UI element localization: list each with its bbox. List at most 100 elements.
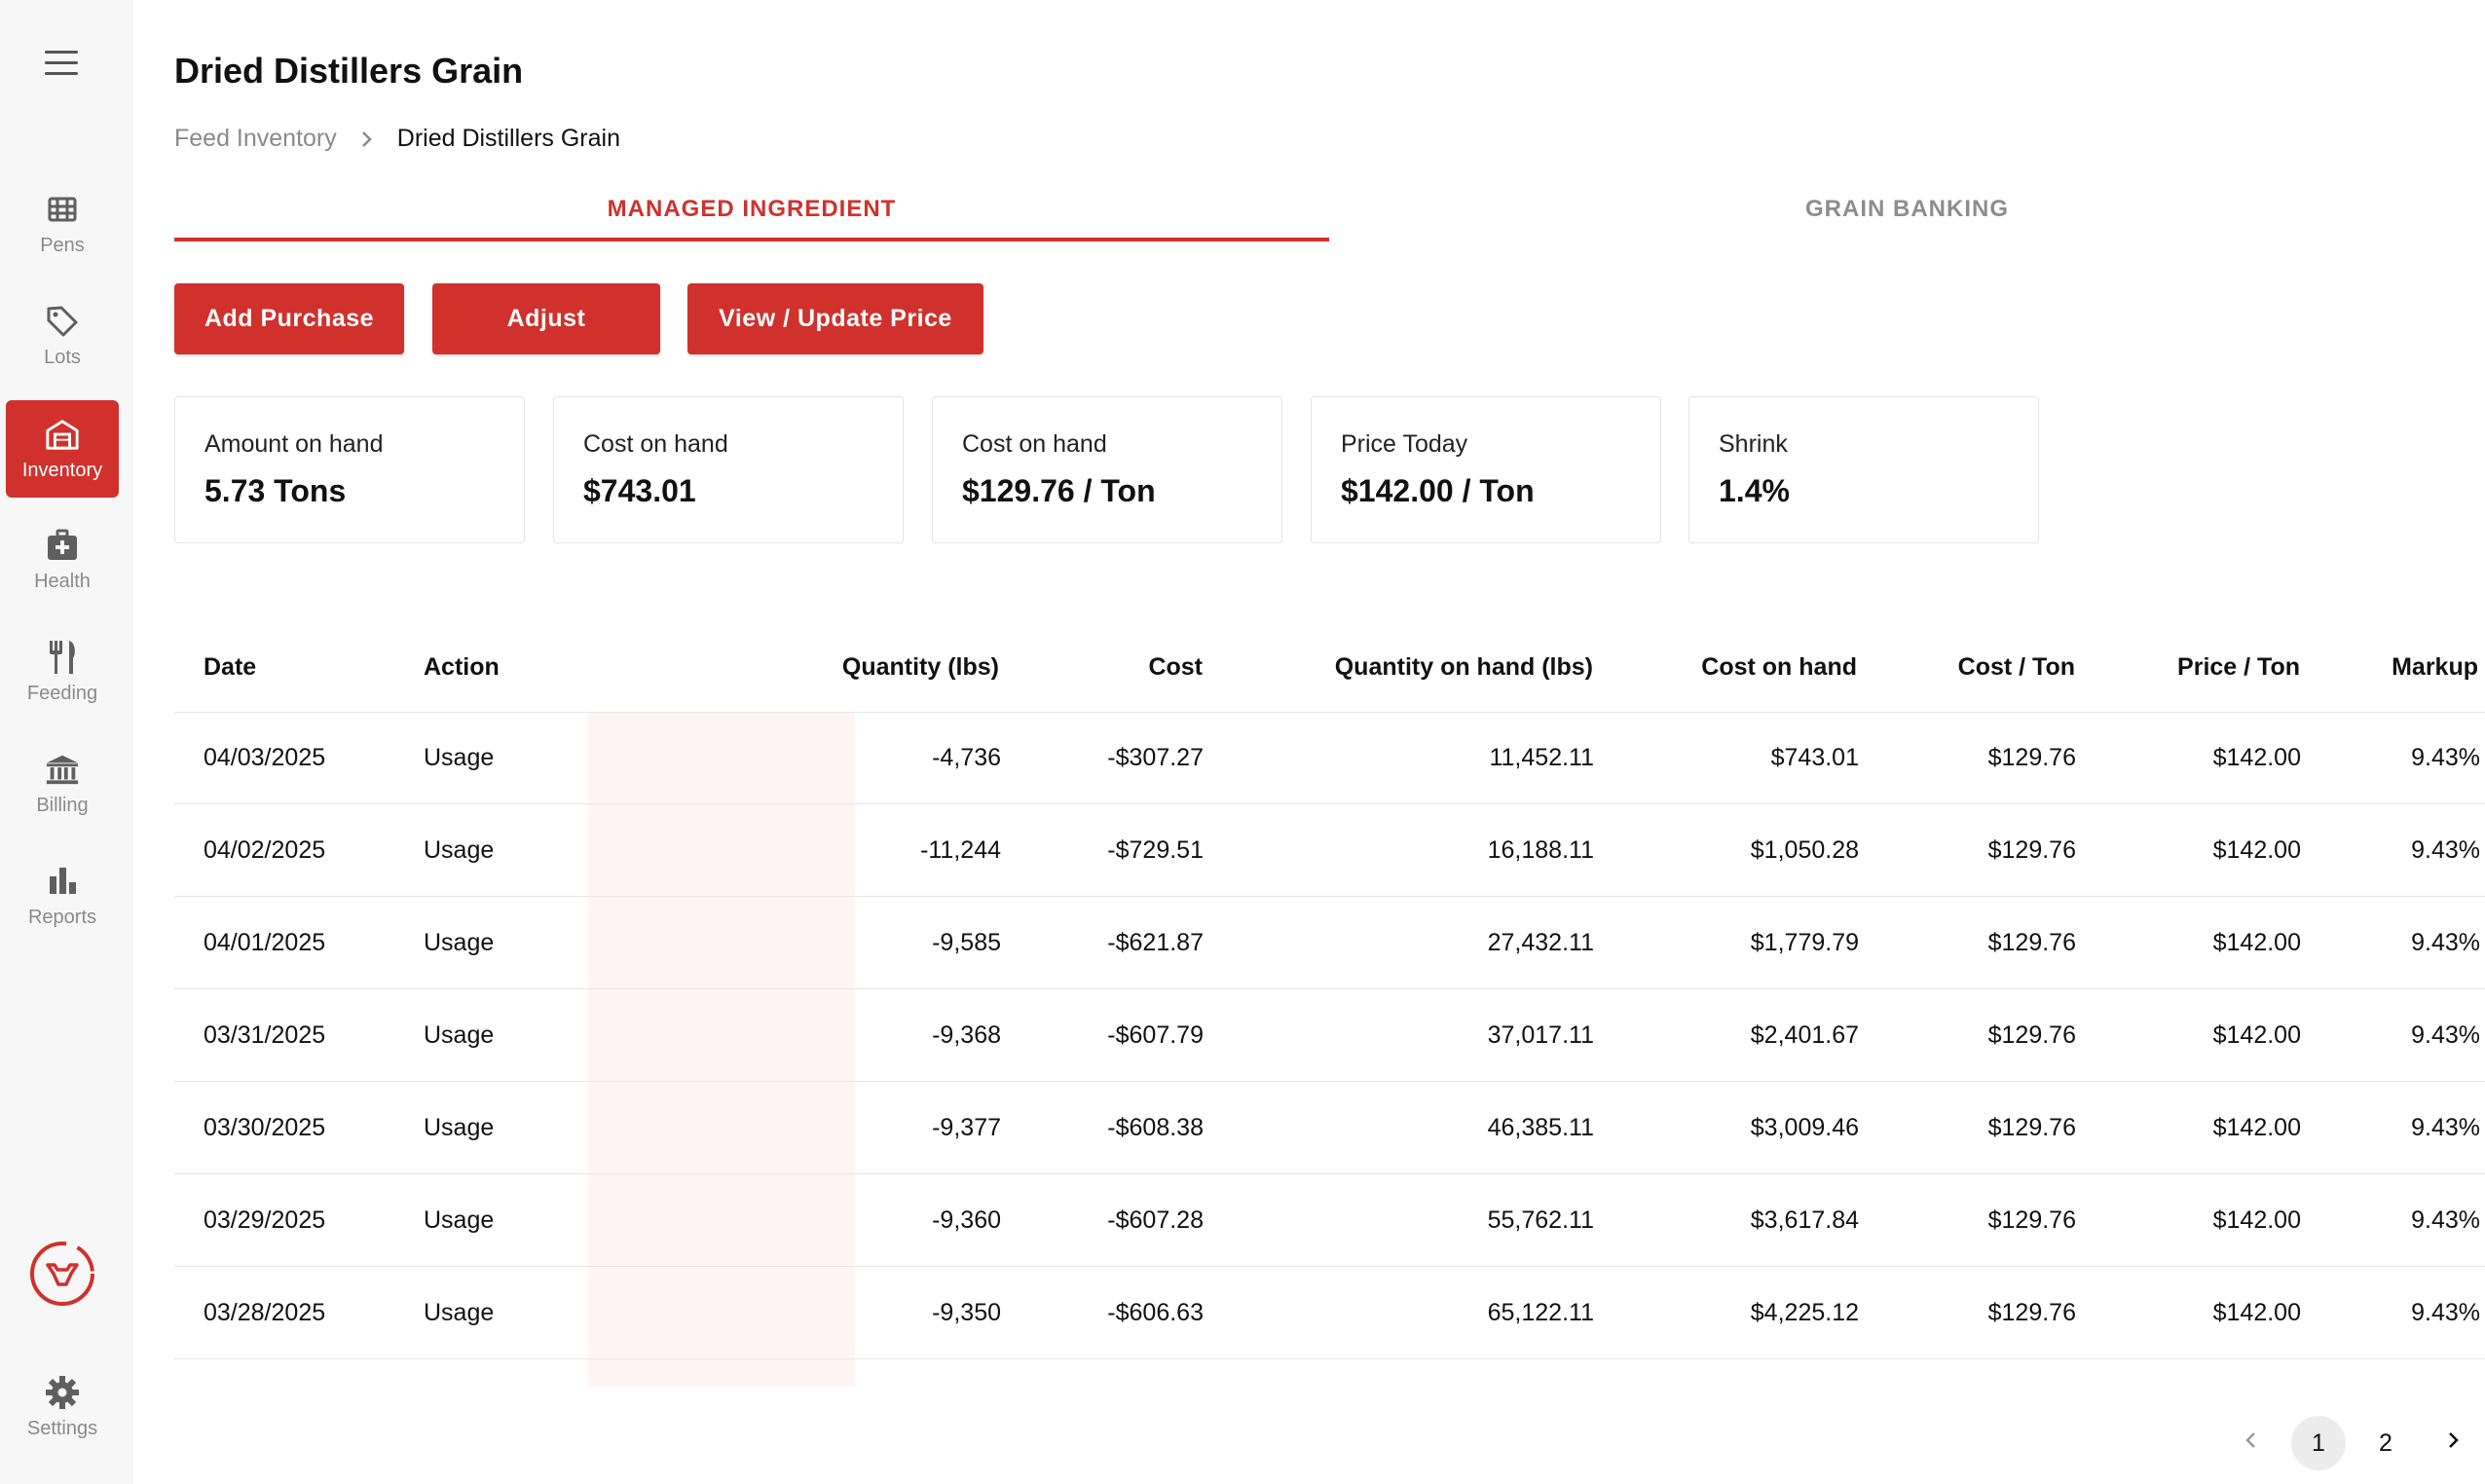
stat-label: Amount on hand <box>204 430 384 458</box>
cell-cost-on-hand: $2,401.67 <box>1750 1021 1859 1049</box>
cell-date: 03/29/2025 <box>204 1206 326 1234</box>
cell-price-per-ton: $142.00 <box>2212 929 2301 956</box>
table-row[interactable]: 04/02/2025 Usage -11,244 -$729.51 16,188.11 $… <box>174 805 2485 897</box>
stat-card-amount-on-hand: Amount on hand 5.73 Tons <box>174 396 525 543</box>
cell-action: Usage <box>424 836 495 864</box>
cell-markup: 9.43% <box>2411 1299 2480 1326</box>
stat-value: 5.73 Tons <box>204 473 347 508</box>
cell-cost-on-hand: $1,779.79 <box>1750 929 1859 956</box>
cell-cost-on-hand: $3,617.84 <box>1750 1206 1859 1234</box>
view-update-price-button[interactable]: View / Update Price <box>687 283 983 354</box>
add-purchase-button[interactable]: Add Purchase <box>174 283 404 354</box>
cell-quantity: -9,377 <box>932 1114 1001 1141</box>
cell-cost-per-ton: $129.76 <box>1987 1114 2076 1141</box>
tab-grain-banking[interactable]: GRAIN BANKING <box>1805 196 2009 222</box>
sidebar-item-inventory[interactable]: Inventory <box>6 400 119 498</box>
cell-cost-on-hand: $1,050.28 <box>1750 836 1859 864</box>
sidebar: Pens Lots Inventory Health Feeding Billi… <box>0 0 132 1484</box>
pagination-page-2[interactable]: 2 <box>2379 1428 2392 1457</box>
sidebar-item-reports[interactable]: Reports <box>6 847 119 945</box>
cell-cost: -$607.28 <box>1107 1206 1204 1234</box>
column-header-cost-per-ton[interactable]: Cost / Ton <box>1957 653 2075 681</box>
stat-card-cost-per-ton: Cost on hand $129.76 / Ton <box>932 396 1282 543</box>
adjust-button[interactable]: Adjust <box>432 283 660 354</box>
bar-chart-icon <box>45 864 80 899</box>
stat-value: $142.00 / Ton <box>1341 473 1535 508</box>
menu-icon[interactable] <box>45 51 78 78</box>
chevron-left-icon <box>2244 1429 2258 1458</box>
pagination-prev-button[interactable] <box>2224 1416 2279 1470</box>
cell-markup: 9.43% <box>2411 929 2480 956</box>
cell-quantity-on-hand: 46,385.11 <box>1487 1114 1594 1141</box>
utensils-icon <box>45 640 80 675</box>
cell-action: Usage <box>424 929 495 956</box>
table-row[interactable]: 04/01/2025 Usage -9,585 -$621.87 27,432.11 $1… <box>174 898 2485 989</box>
gear-icon <box>45 1375 80 1410</box>
sidebar-item-lots[interactable]: Lots <box>6 287 119 385</box>
cell-cost-on-hand: $743.01 <box>1770 744 1859 771</box>
cell-cost: -$307.27 <box>1107 744 1204 771</box>
medkit-icon <box>45 528 80 563</box>
cell-quantity-on-hand: 55,762.11 <box>1487 1206 1594 1234</box>
cell-price-per-ton: $142.00 <box>2212 1114 2301 1141</box>
table-header: Date Action Quantity (lbs) Cost Quantity… <box>174 623 2485 713</box>
tab-managed-ingredient[interactable]: MANAGED INGREDIENT <box>607 196 897 222</box>
table-row[interactable]: 04/03/2025 Usage -4,736 -$307.27 11,452.11 $7… <box>174 713 2485 804</box>
breadcrumb-current: Dried Distillers Grain <box>396 125 620 152</box>
stat-value: $743.01 <box>583 473 696 508</box>
pagination-next-button[interactable] <box>2426 1416 2480 1470</box>
table-row[interactable]: 03/28/2025 Usage -9,350 -$606.63 65,122.11 $4… <box>174 1268 2485 1359</box>
column-header-date[interactable]: Date <box>204 653 257 681</box>
cell-action: Usage <box>424 1206 495 1234</box>
column-header-price-per-ton[interactable]: Price / Ton <box>2177 653 2300 681</box>
sidebar-item-feeding[interactable]: Feeding <box>6 623 119 721</box>
stat-label: Shrink <box>1719 430 1788 458</box>
cell-action: Usage <box>424 1114 495 1141</box>
grid-icon <box>45 192 80 227</box>
cell-quantity-on-hand: 65,122.11 <box>1487 1299 1594 1326</box>
cell-quantity: -11,244 <box>920 836 1001 864</box>
cell-date: 04/01/2025 <box>204 929 326 956</box>
chevron-right-icon <box>360 130 374 149</box>
cell-date: 03/28/2025 <box>204 1299 326 1326</box>
stat-label: Cost on hand <box>583 430 728 458</box>
sidebar-item-label: Lots <box>44 346 81 368</box>
column-header-markup[interactable]: Markup <box>2392 653 2478 681</box>
cell-cost-per-ton: $129.76 <box>1987 1206 2076 1234</box>
cell-cost-per-ton: $129.76 <box>1987 1021 2076 1049</box>
table-row[interactable]: 03/30/2025 Usage -9,377 -$608.38 46,385.11 $3… <box>174 1083 2485 1174</box>
cell-quantity-on-hand: 16,188.11 <box>1487 836 1594 864</box>
stat-label: Cost on hand <box>962 430 1107 458</box>
column-header-cost-on-hand[interactable]: Cost on hand <box>1701 653 1857 681</box>
stat-label: Price Today <box>1341 430 1468 458</box>
cell-date: 03/30/2025 <box>204 1114 326 1141</box>
sidebar-item-label: Inventory <box>21 459 103 481</box>
tab-bar: MANAGED INGREDIENT GRAIN BANKING <box>174 177 2485 241</box>
table-row[interactable]: 03/29/2025 Usage -9,360 -$607.28 55,762.11 $3… <box>174 1175 2485 1267</box>
tag-icon <box>45 304 80 339</box>
cell-cost: -$608.38 <box>1107 1114 1204 1141</box>
sidebar-item-billing[interactable]: Billing <box>6 735 119 833</box>
cell-markup: 9.43% <box>2411 1021 2480 1049</box>
table-row[interactable]: 03/31/2025 Usage -9,368 -$607.79 37,017.11 $2… <box>174 990 2485 1082</box>
cell-quantity: -9,585 <box>932 929 1001 956</box>
column-header-quantity[interactable]: Quantity (lbs) <box>841 653 999 681</box>
column-header-action[interactable]: Action <box>424 653 500 681</box>
sidebar-item-health[interactable]: Health <box>6 511 119 609</box>
sidebar-item-label: Billing <box>36 794 89 816</box>
stat-value: 1.4% <box>1719 473 1790 508</box>
sidebar-item-settings[interactable]: Settings <box>6 1358 119 1456</box>
cell-action: Usage <box>424 1021 495 1049</box>
cell-cost-per-ton: $129.76 <box>1987 1299 2076 1326</box>
column-header-quantity-on-hand[interactable]: Quantity on hand (lbs) <box>1334 653 1593 681</box>
cell-markup: 9.43% <box>2411 836 2480 864</box>
cell-cost: -$607.79 <box>1107 1021 1204 1049</box>
breadcrumb-link-feed-inventory[interactable]: Feed Inventory <box>174 125 337 152</box>
tab-active-indicator <box>174 238 1329 241</box>
stat-card-cost-on-hand: Cost on hand $743.01 <box>553 396 904 543</box>
sidebar-item-label: Feeding <box>26 682 98 704</box>
column-header-cost[interactable]: Cost <box>1148 653 1203 681</box>
sidebar-item-pens[interactable]: Pens <box>6 175 119 273</box>
cell-quantity-on-hand: 27,432.11 <box>1487 929 1594 956</box>
pagination-page-1[interactable]: 1 <box>2291 1416 2346 1470</box>
